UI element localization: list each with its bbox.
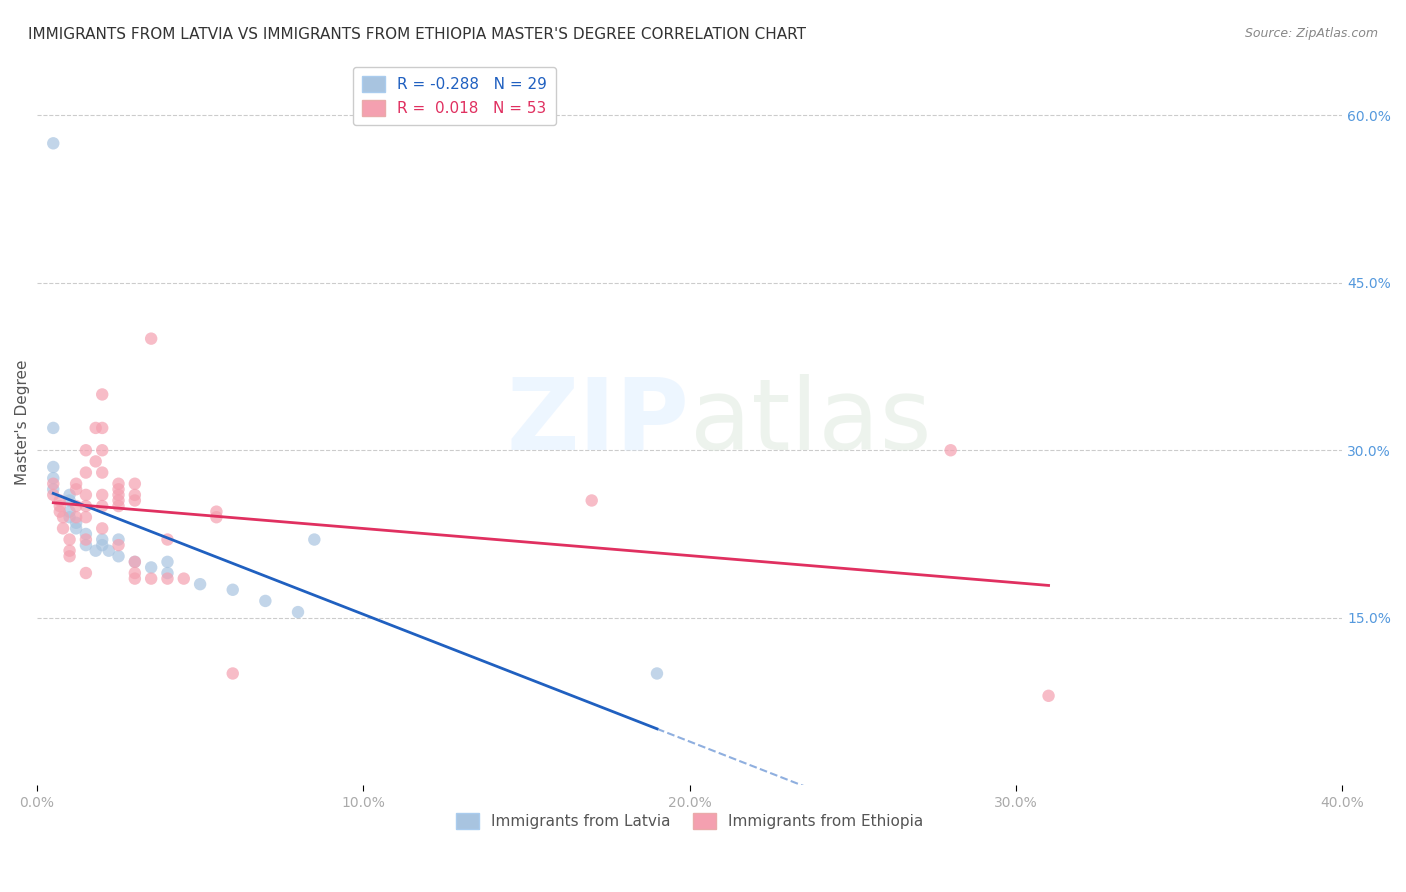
- Point: [173, 572, 195, 586]
- Point: [107, 499, 129, 513]
- Point: [75, 510, 97, 524]
- Point: [75, 443, 97, 458]
- Point: [156, 572, 179, 586]
- Point: [75, 499, 97, 513]
- Point: [58, 510, 80, 524]
- Point: [254, 594, 277, 608]
- Point: [84, 454, 107, 468]
- Point: [107, 493, 129, 508]
- Y-axis label: Master's Degree: Master's Degree: [15, 359, 30, 485]
- Point: [156, 566, 179, 580]
- Point: [42, 136, 65, 151]
- Point: [52, 521, 75, 535]
- Point: [58, 493, 80, 508]
- Point: [65, 510, 87, 524]
- Point: [75, 533, 97, 547]
- Point: [124, 476, 146, 491]
- Point: [58, 505, 80, 519]
- Point: [222, 582, 245, 597]
- Point: [49, 493, 72, 508]
- Point: [141, 572, 163, 586]
- Point: [42, 476, 65, 491]
- Point: [107, 483, 129, 497]
- Text: IMMIGRANTS FROM LATVIA VS IMMIGRANTS FROM ETHIOPIA MASTER'S DEGREE CORRELATION C: IMMIGRANTS FROM LATVIA VS IMMIGRANTS FRO…: [28, 27, 806, 42]
- Point: [75, 488, 97, 502]
- Point: [75, 566, 97, 580]
- Point: [42, 483, 65, 497]
- Point: [107, 533, 129, 547]
- Point: [75, 466, 97, 480]
- Point: [91, 499, 114, 513]
- Text: ZIP: ZIP: [506, 374, 689, 471]
- Point: [65, 521, 87, 535]
- Point: [124, 555, 146, 569]
- Point: [124, 493, 146, 508]
- Point: [1038, 689, 1060, 703]
- Point: [205, 505, 228, 519]
- Point: [645, 666, 668, 681]
- Point: [65, 476, 87, 491]
- Point: [124, 488, 146, 502]
- Point: [84, 543, 107, 558]
- Point: [52, 510, 75, 524]
- Point: [91, 421, 114, 435]
- Point: [84, 421, 107, 435]
- Point: [188, 577, 211, 591]
- Point: [581, 493, 603, 508]
- Point: [42, 421, 65, 435]
- Point: [91, 488, 114, 502]
- Point: [124, 572, 146, 586]
- Point: [58, 549, 80, 564]
- Point: [304, 533, 326, 547]
- Point: [156, 555, 179, 569]
- Point: [107, 538, 129, 552]
- Point: [75, 527, 97, 541]
- Point: [222, 666, 245, 681]
- Point: [49, 505, 72, 519]
- Text: atlas: atlas: [689, 374, 931, 471]
- Point: [58, 543, 80, 558]
- Point: [141, 332, 163, 346]
- Point: [75, 538, 97, 552]
- Point: [124, 566, 146, 580]
- Point: [107, 488, 129, 502]
- Point: [49, 499, 72, 513]
- Point: [107, 549, 129, 564]
- Point: [42, 460, 65, 475]
- Point: [124, 555, 146, 569]
- Point: [287, 605, 309, 619]
- Point: [141, 560, 163, 574]
- Point: [205, 510, 228, 524]
- Point: [91, 533, 114, 547]
- Point: [91, 443, 114, 458]
- Point: [91, 387, 114, 401]
- Text: Source: ZipAtlas.com: Source: ZipAtlas.com: [1244, 27, 1378, 40]
- Point: [97, 543, 120, 558]
- Point: [939, 443, 962, 458]
- Point: [58, 488, 80, 502]
- Point: [58, 533, 80, 547]
- Legend: Immigrants from Latvia, Immigrants from Ethiopia: Immigrants from Latvia, Immigrants from …: [450, 807, 929, 836]
- Point: [107, 476, 129, 491]
- Point: [65, 499, 87, 513]
- Point: [65, 483, 87, 497]
- Point: [42, 471, 65, 485]
- Point: [42, 488, 65, 502]
- Point: [91, 538, 114, 552]
- Point: [156, 533, 179, 547]
- Point: [91, 521, 114, 535]
- Point: [65, 516, 87, 530]
- Point: [91, 466, 114, 480]
